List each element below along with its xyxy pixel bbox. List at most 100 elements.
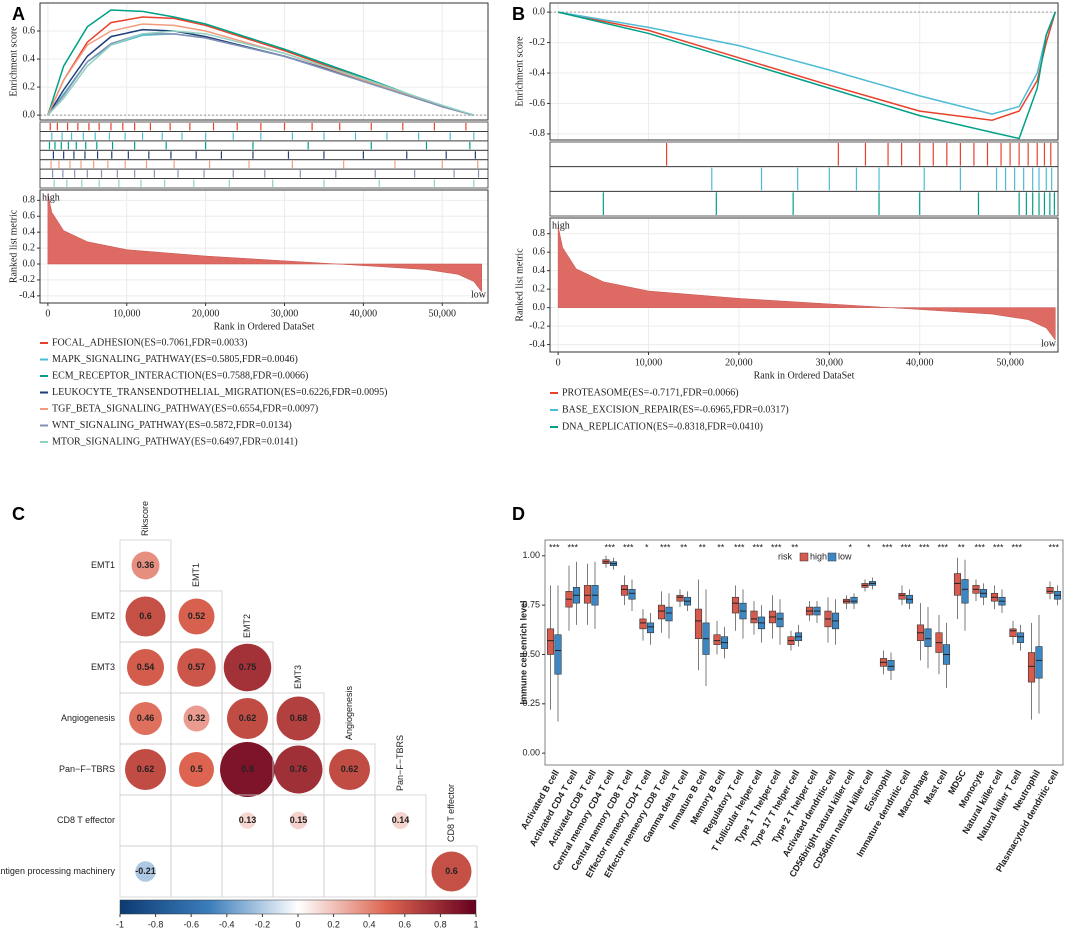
y-axis-title: Ranked list metric — [8, 209, 19, 283]
hit-row — [549, 166, 1059, 192]
box — [639, 618, 647, 630]
es-curve — [557, 11, 1057, 121]
box — [628, 589, 636, 600]
cell — [221, 845, 274, 898]
box — [731, 596, 740, 614]
hit-row — [39, 140, 489, 151]
corr-label: 0.13 — [239, 815, 257, 825]
significance: ** — [791, 542, 799, 552]
corr-label: 0.52 — [188, 611, 206, 621]
y-tick-label: 0.4 — [23, 226, 36, 237]
y-tick-label: 0.0 — [533, 6, 546, 17]
plot-bg — [544, 539, 1064, 766]
panel-label: C — [12, 504, 25, 524]
y-tick-label: 0.75 — [522, 600, 540, 610]
row-label: EMT2 — [91, 611, 115, 621]
significance: *** — [882, 542, 893, 552]
corr-circle — [179, 752, 214, 787]
corr-label: 0.36 — [137, 560, 155, 570]
cell — [323, 845, 376, 898]
es-curve — [557, 11, 1056, 140]
corr-circle — [125, 749, 166, 790]
x-tick-label: 20,000 — [725, 357, 753, 368]
box — [750, 610, 758, 624]
corr-circle — [131, 551, 160, 580]
significance: *** — [549, 542, 560, 552]
significance: *** — [1011, 542, 1022, 552]
significance: * — [848, 542, 852, 552]
corr-circle — [227, 698, 268, 739]
significance: *** — [623, 542, 634, 552]
legend-label: TGF_BETA_SIGNALING_PATHWAY(ES=0.6554,FDR… — [52, 403, 318, 414]
es-curve — [47, 9, 474, 116]
col-label: EMT2 — [242, 614, 252, 638]
colorbar-label: -1 — [116, 919, 124, 929]
x-tick-label: 10,000 — [635, 357, 663, 368]
row-label: EMT1 — [91, 560, 115, 570]
box — [898, 592, 906, 600]
significance: *** — [660, 542, 671, 552]
y-tick-label: -0.2 — [529, 37, 545, 48]
y-tick-label: 1.00 — [522, 550, 540, 560]
box — [554, 634, 562, 675]
corr-circle — [135, 861, 156, 882]
hit-row — [39, 131, 489, 142]
legend-label: ECM_RECEPTOR_INTERACTION(ES=0.7588,FDR=0… — [52, 370, 308, 381]
y-tick-label: 0.4 — [23, 53, 36, 64]
es-frame — [549, 2, 1059, 141]
box — [1009, 628, 1017, 638]
significance: ** — [717, 542, 725, 552]
significance: ** — [699, 542, 707, 552]
x-tick-label: 0 — [556, 357, 561, 368]
box — [583, 585, 592, 604]
box — [546, 628, 555, 655]
y-tick-label: -0.2 — [19, 274, 35, 285]
corr-circle — [178, 598, 215, 635]
legend-label: high — [810, 551, 827, 561]
es-curve — [47, 30, 475, 116]
corr-circle — [125, 596, 166, 637]
col-label: EMT3 — [293, 665, 303, 689]
row-label: CD8 T effector — [57, 815, 115, 825]
y-tick-label: -0.4 — [529, 67, 545, 78]
corr-circle — [431, 851, 472, 892]
y-tick-label: 0.25 — [522, 698, 540, 708]
significance: *** — [937, 542, 948, 552]
corr-label: 0.75 — [239, 662, 257, 672]
hit-row — [39, 159, 489, 170]
x-tick-label: 50,000 — [996, 357, 1024, 368]
corr-label: 0.62 — [239, 713, 257, 723]
box — [665, 606, 673, 622]
panel-label: D — [512, 504, 525, 524]
corr-circle — [329, 749, 370, 790]
colorbar — [119, 899, 477, 915]
col-label: Rikscore — [140, 501, 150, 536]
box — [1016, 632, 1025, 643]
box — [676, 594, 684, 602]
significance: * — [867, 542, 871, 552]
significance: *** — [734, 542, 745, 552]
significance: *** — [974, 542, 985, 552]
corr-circle — [289, 811, 308, 830]
y-tick-label: -0.4 — [529, 339, 545, 350]
corr-circle — [223, 643, 272, 692]
significance: *** — [919, 542, 930, 552]
colorbar-label: -0.4 — [219, 919, 235, 929]
box — [1046, 587, 1054, 594]
box — [713, 634, 721, 645]
colorbar-label: 0.2 — [327, 919, 340, 929]
rank-area — [47, 193, 482, 293]
y-tick-label: 0.50 — [522, 649, 540, 659]
box — [776, 612, 784, 628]
x-tick-label: 40,000 — [350, 308, 378, 319]
box — [646, 622, 655, 634]
colorbar-label: -0.8 — [148, 919, 164, 929]
colorbar-label: 1 — [473, 919, 478, 929]
panel-label: B — [512, 4, 525, 24]
corr-label: 0.6 — [139, 611, 152, 621]
corr-label: 0.14 — [392, 815, 410, 825]
corr-label: 0.62 — [341, 764, 359, 774]
colorbar-label: -0.6 — [183, 919, 199, 929]
hit-row — [39, 178, 489, 189]
